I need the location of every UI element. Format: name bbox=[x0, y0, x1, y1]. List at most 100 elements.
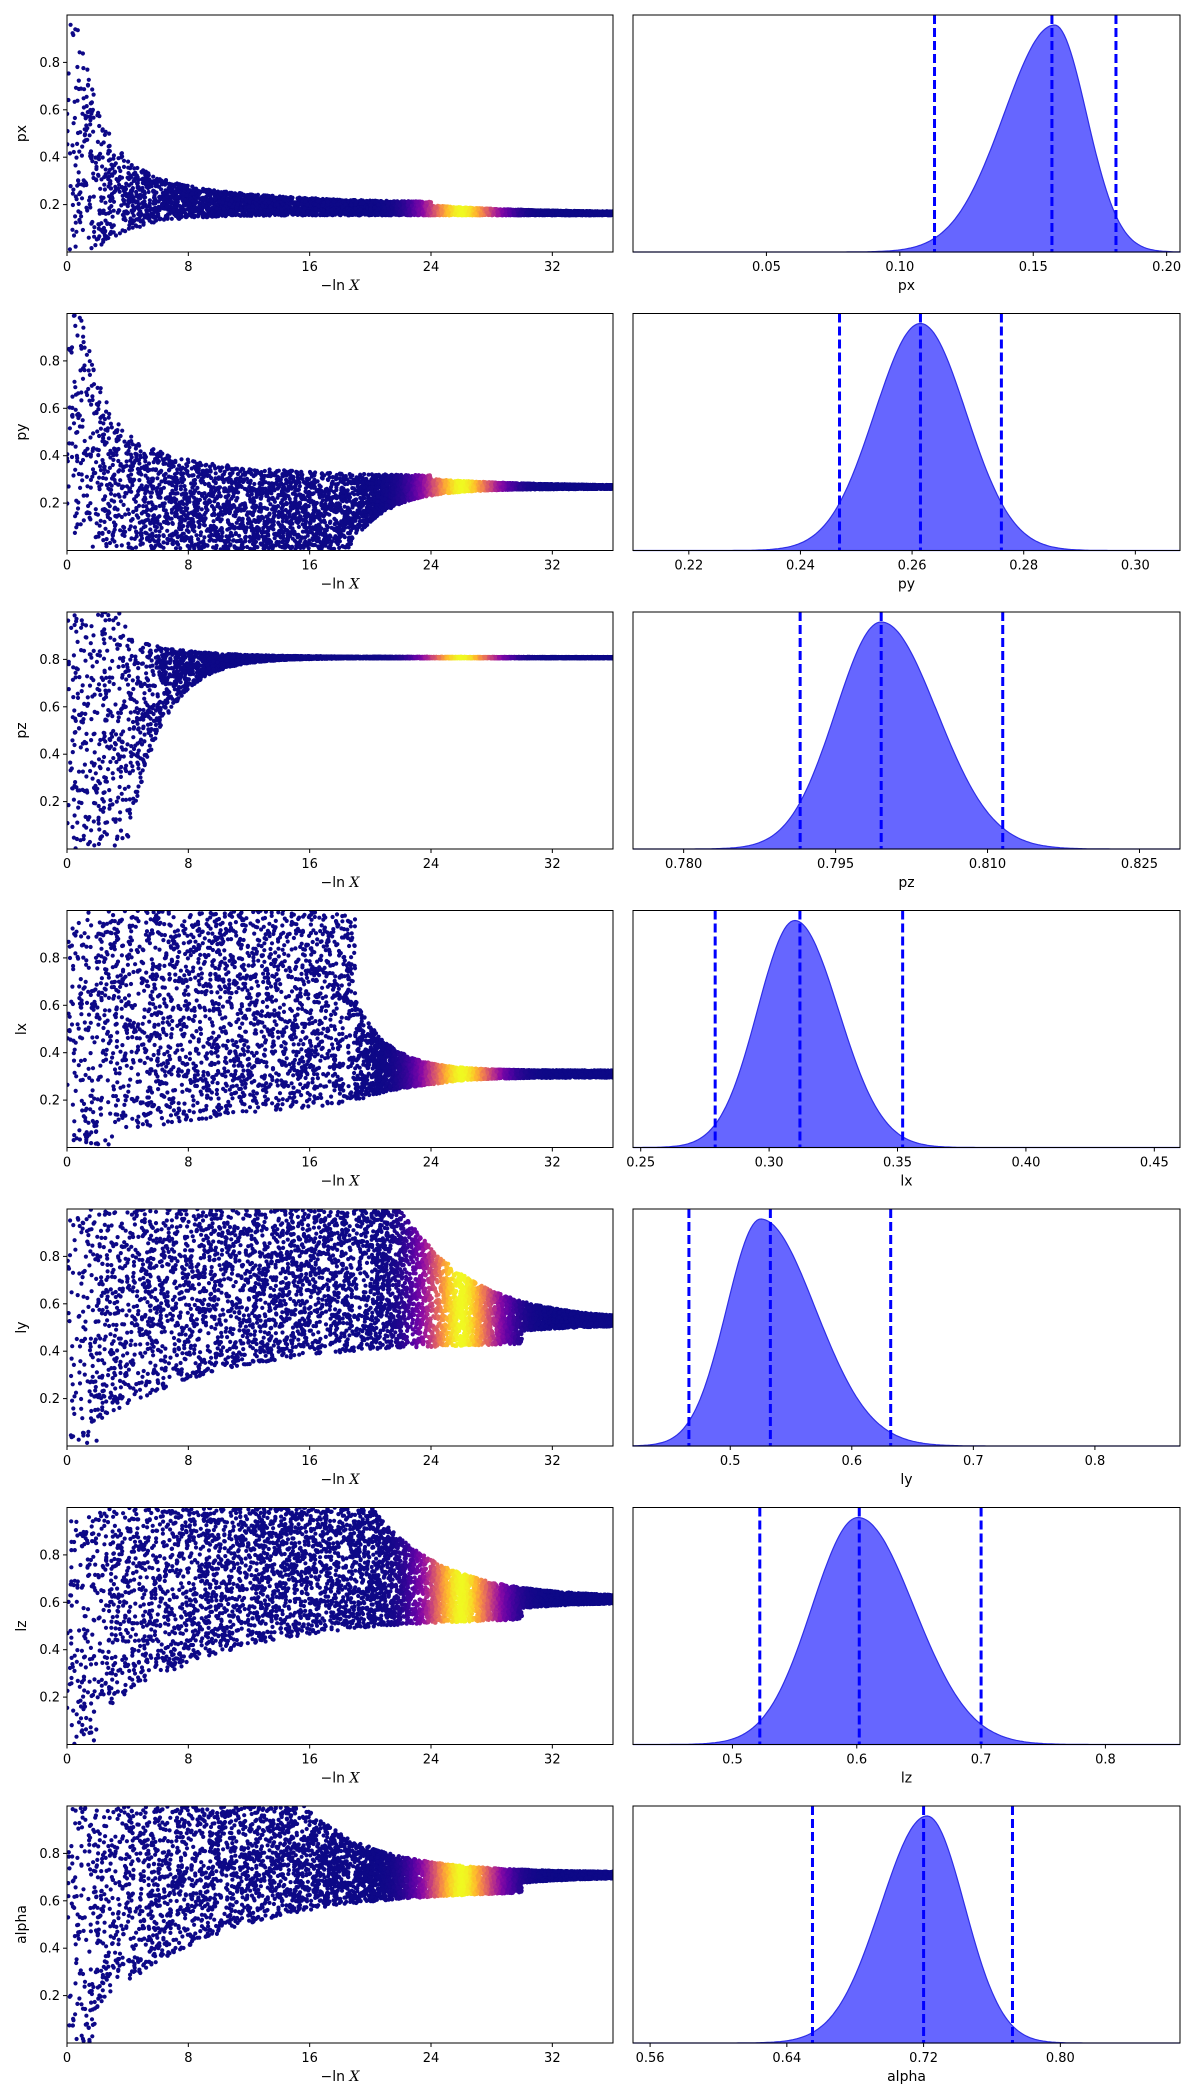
scatter-point bbox=[616, 212, 620, 216]
scatter-point bbox=[615, 210, 619, 214]
scatter-point bbox=[214, 213, 219, 218]
scatter-point bbox=[67, 142, 70, 147]
scatter-point bbox=[98, 151, 103, 156]
scatter-point bbox=[616, 211, 620, 215]
scatter-point bbox=[111, 230, 116, 235]
scatter-point bbox=[182, 185, 187, 190]
scatter-point bbox=[147, 198, 152, 203]
scatter-point bbox=[138, 219, 143, 224]
scatter-point bbox=[86, 77, 91, 82]
scatter-point bbox=[213, 196, 218, 202]
scatter-point bbox=[106, 148, 111, 154]
scatter-point bbox=[187, 209, 193, 214]
scatter-point bbox=[153, 199, 158, 204]
scatter-point bbox=[72, 115, 77, 121]
scatter-point bbox=[73, 244, 78, 249]
scatter-point bbox=[96, 226, 101, 231]
scatter-point bbox=[103, 234, 108, 239]
scatter-point bbox=[342, 210, 347, 215]
scatter-point bbox=[615, 210, 619, 214]
scatter-point bbox=[615, 212, 619, 216]
scatter-point bbox=[73, 163, 78, 168]
scatter-point bbox=[614, 210, 618, 214]
scatter-point bbox=[67, 129, 70, 134]
scatter-point bbox=[174, 195, 180, 200]
scatter-point bbox=[181, 203, 186, 208]
scatter-point bbox=[136, 177, 141, 182]
scatter-point bbox=[99, 242, 104, 247]
scatter-point bbox=[132, 166, 137, 171]
scatter-point bbox=[73, 220, 78, 225]
scatter-point bbox=[149, 207, 154, 212]
scatter-point bbox=[76, 86, 81, 92]
scatter-point bbox=[88, 122, 93, 127]
scatter-point bbox=[87, 202, 92, 207]
scatter-point bbox=[116, 208, 121, 213]
scatter-point bbox=[89, 111, 94, 116]
scatter-point bbox=[76, 178, 81, 183]
scatter-point bbox=[120, 154, 125, 159]
scatter-point bbox=[84, 94, 89, 99]
scatter-point bbox=[77, 149, 82, 154]
scatter-point bbox=[116, 156, 121, 161]
scatter-point bbox=[108, 222, 113, 227]
scatter-point bbox=[323, 212, 328, 217]
scatter-point bbox=[100, 127, 105, 132]
scatter-point bbox=[617, 213, 621, 217]
scatter-point bbox=[120, 185, 125, 190]
scatter-point bbox=[142, 213, 147, 218]
scatter-point bbox=[614, 212, 618, 216]
scatter-point bbox=[616, 209, 620, 213]
scatter-point bbox=[192, 204, 197, 209]
scatter-point bbox=[90, 219, 95, 225]
scatter-point bbox=[80, 51, 85, 56]
scatter-point bbox=[121, 164, 127, 169]
scatter-point bbox=[108, 157, 113, 162]
scatter-point bbox=[101, 140, 106, 145]
scatter-point bbox=[76, 170, 81, 175]
scatter-point bbox=[129, 188, 134, 193]
scatter-point bbox=[614, 209, 618, 213]
scatter-point bbox=[68, 22, 73, 27]
scatter-point bbox=[85, 114, 90, 119]
scatter-point bbox=[102, 182, 107, 187]
scatter-point bbox=[213, 201, 218, 206]
scatter-point bbox=[81, 183, 86, 188]
scatter-point bbox=[165, 212, 171, 217]
scatter-point bbox=[197, 204, 202, 209]
scatter-point bbox=[84, 205, 89, 210]
scatter-point bbox=[82, 87, 87, 92]
scatter-point bbox=[113, 233, 119, 238]
scatter-point bbox=[103, 167, 108, 172]
scatter-point bbox=[154, 190, 159, 195]
scatter-point bbox=[617, 210, 621, 214]
scatter-point bbox=[613, 212, 617, 216]
scatter-point bbox=[331, 199, 337, 204]
scatter-point bbox=[349, 202, 354, 208]
scatter-point bbox=[75, 141, 80, 146]
scatter-point bbox=[615, 210, 619, 214]
scatter-point bbox=[91, 129, 96, 134]
scatter-point bbox=[290, 195, 295, 200]
scatter-point bbox=[130, 194, 135, 199]
scatter-point bbox=[107, 167, 112, 172]
scatter-point bbox=[91, 171, 96, 176]
scatter-point bbox=[73, 214, 78, 219]
scatter-point bbox=[136, 206, 141, 211]
scatter-point bbox=[295, 210, 300, 215]
scatter-point bbox=[74, 229, 79, 234]
scatter-point bbox=[135, 181, 140, 186]
scatter-point bbox=[109, 162, 114, 167]
scatter-point bbox=[177, 203, 182, 209]
scatter-point bbox=[615, 212, 619, 216]
scatter-point bbox=[151, 211, 156, 216]
scatter-point bbox=[196, 213, 201, 218]
scatter-point bbox=[75, 183, 80, 188]
scatter-point bbox=[284, 204, 289, 209]
scatter-point bbox=[153, 182, 158, 187]
scatter-point bbox=[96, 157, 102, 162]
scatter-point bbox=[117, 189, 122, 194]
scatter-point bbox=[103, 200, 108, 205]
scatter-point bbox=[184, 193, 189, 198]
scatter-point bbox=[302, 206, 307, 211]
